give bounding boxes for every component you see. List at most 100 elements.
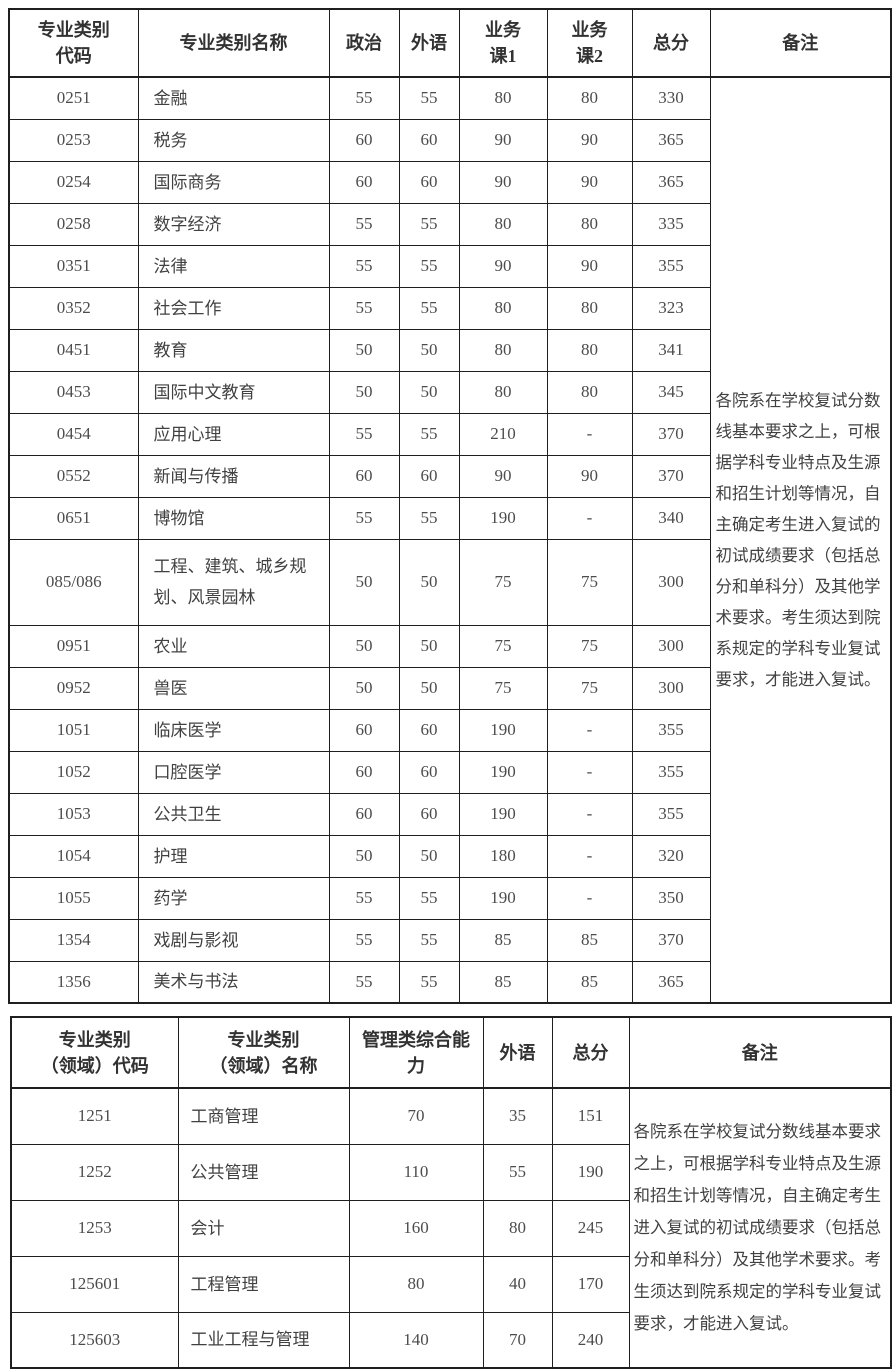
cell-course2-score: - <box>546 876 633 920</box>
table-row: 085/086 工程、建筑、城乡规划、风景园林 50 50 75 75 300 <box>8 538 891 626</box>
cell-course2-score: 80 <box>546 202 633 246</box>
table-row: 1251 工商管理 70 35 151 各院系在学校复试分数线基本要求 之上，可… <box>10 1087 892 1369</box>
cell-total-score: 320 <box>631 834 711 878</box>
cell-total-score: 370 <box>631 918 711 962</box>
cell-course1-score: 80 <box>458 328 548 372</box>
cell-politics-score: 55 <box>328 286 400 330</box>
cell-category-code: 0951 <box>8 624 139 668</box>
cell-category-code: 1356 <box>8 960 139 1004</box>
cell-politics-score: 50 <box>328 370 400 414</box>
cell-category-name: 美术与书法 <box>137 960 330 1004</box>
cell-foreign-score: 55 <box>398 76 460 120</box>
cell-category-code: 1051 <box>8 708 139 752</box>
cell-course2-score: 75 <box>546 666 633 710</box>
cell-course2-score: - <box>546 708 633 752</box>
score-table-management: 专业类别 （领域）代码 专业类别 （领域）名称 管理类综合能 力 外语 总分 备… <box>10 1016 892 1369</box>
header-category-name: 专业类别名称 <box>137 8 330 78</box>
table-row: 0254 国际商务 60 60 90 90 365 <box>8 160 891 204</box>
cell-category-name: 药学 <box>137 876 330 920</box>
cell-foreign-score: 55 <box>398 244 460 288</box>
cell-category-code: 0253 <box>8 118 139 162</box>
cell-course1-score: 80 <box>458 370 548 414</box>
cell-foreign-score: 50 <box>398 624 460 668</box>
cell-course1-score: 80 <box>458 202 548 246</box>
cell-total-score: 340 <box>631 496 711 540</box>
cell-category-name: 法律 <box>137 244 330 288</box>
cell-politics-score: 60 <box>328 454 400 498</box>
header-field-code: 专业类别 （领域）代码 <box>10 1016 179 1089</box>
cell-total-score: 355 <box>631 792 711 836</box>
table-row: 1253 会计 160 80 245 <box>10 1199 891 1257</box>
cell-politics-score: 55 <box>328 412 400 456</box>
cell-politics-score: 55 <box>328 960 400 1004</box>
cell-category-code: 0454 <box>8 412 139 456</box>
cell-course2-score: - <box>546 792 633 836</box>
cell-field-name: 公共管理 <box>177 1143 350 1201</box>
cell-field-name: 工业工程与管理 <box>177 1311 350 1369</box>
cell-foreign-score: 60 <box>398 454 460 498</box>
cell-category-code: 0352 <box>8 286 139 330</box>
cell-foreign-score: 35 <box>482 1087 553 1145</box>
cell-category-name: 口腔医学 <box>137 750 330 794</box>
cell-course2-score: 75 <box>546 624 633 668</box>
cell-politics-score: 50 <box>328 834 400 878</box>
table-row: 0451 教育 50 50 80 80 341 <box>8 328 891 372</box>
cell-total-score: 350 <box>631 876 711 920</box>
cell-total-score: 330 <box>631 76 711 120</box>
cell-course2-score: 90 <box>546 118 633 162</box>
table-row: 0251 金融 55 55 80 80 330 各院系在学校复试分数 线基本要求… <box>8 76 892 1004</box>
header-politics: 政治 <box>328 8 400 78</box>
cell-politics-score: 60 <box>328 118 400 162</box>
cell-foreign-score: 50 <box>398 834 460 878</box>
cell-category-code: 0952 <box>8 666 139 710</box>
table-row: 0253 税务 60 60 90 90 365 <box>8 118 891 162</box>
cell-field-code: 1251 <box>10 1087 179 1145</box>
table-row: 125603 工业工程与管理 140 70 240 <box>10 1311 891 1369</box>
cell-course1-score: 190 <box>458 496 548 540</box>
cell-course1-score: 190 <box>458 708 548 752</box>
cell-category-name: 公共卫生 <box>137 792 330 836</box>
cell-politics-score: 50 <box>328 328 400 372</box>
cell-total-score: 245 <box>551 1199 630 1257</box>
cell-foreign-score: 60 <box>398 792 460 836</box>
cell-management-score: 160 <box>348 1199 484 1257</box>
cell-category-code: 0351 <box>8 244 139 288</box>
cell-politics-score: 50 <box>328 538 400 626</box>
cell-foreign-score: 80 <box>482 1199 553 1257</box>
cell-category-code: 1054 <box>8 834 139 878</box>
cell-course1-score: 90 <box>458 454 548 498</box>
cell-category-name: 教育 <box>137 328 330 372</box>
cell-field-name: 工商管理 <box>177 1087 350 1145</box>
cell-category-name: 税务 <box>137 118 330 162</box>
cell-total-score: 365 <box>631 160 711 204</box>
header-remark: 备注 <box>628 1016 892 1089</box>
cell-category-code: 0254 <box>8 160 139 204</box>
cell-total-score: 335 <box>631 202 711 246</box>
cell-total-score: 370 <box>631 412 711 456</box>
cell-total-score: 355 <box>631 750 711 794</box>
cell-total-score: 341 <box>631 328 711 372</box>
cell-foreign-score: 55 <box>398 918 460 962</box>
cell-course2-score: 85 <box>546 960 633 1004</box>
cell-foreign-score: 50 <box>398 370 460 414</box>
table-row: 0454 应用心理 55 55 210 - 370 <box>8 412 891 456</box>
cell-politics-score: 50 <box>328 666 400 710</box>
cell-field-code: 125603 <box>10 1311 179 1369</box>
cell-category-code: 1052 <box>8 750 139 794</box>
cell-course2-score: - <box>546 496 633 540</box>
cell-category-code: 0251 <box>8 76 139 120</box>
cell-category-code: 1055 <box>8 876 139 920</box>
cell-foreign-score: 60 <box>398 708 460 752</box>
cell-foreign-score: 40 <box>482 1255 553 1313</box>
cell-category-code: 0451 <box>8 328 139 372</box>
cell-foreign-score: 55 <box>398 496 460 540</box>
cell-category-name: 国际商务 <box>137 160 330 204</box>
cell-course1-score: 75 <box>458 666 548 710</box>
table-header-row: 专业类别 （领域）代码 专业类别 （领域）名称 管理类综合能 力 外语 总分 备… <box>10 1016 892 1089</box>
cell-foreign-score: 50 <box>398 538 460 626</box>
cell-category-name: 金融 <box>137 76 330 120</box>
table-row: 0351 法律 55 55 90 90 355 <box>8 244 891 288</box>
cell-management-score: 70 <box>348 1087 484 1145</box>
table-row: 1052 口腔医学 60 60 190 - 355 <box>8 750 891 794</box>
